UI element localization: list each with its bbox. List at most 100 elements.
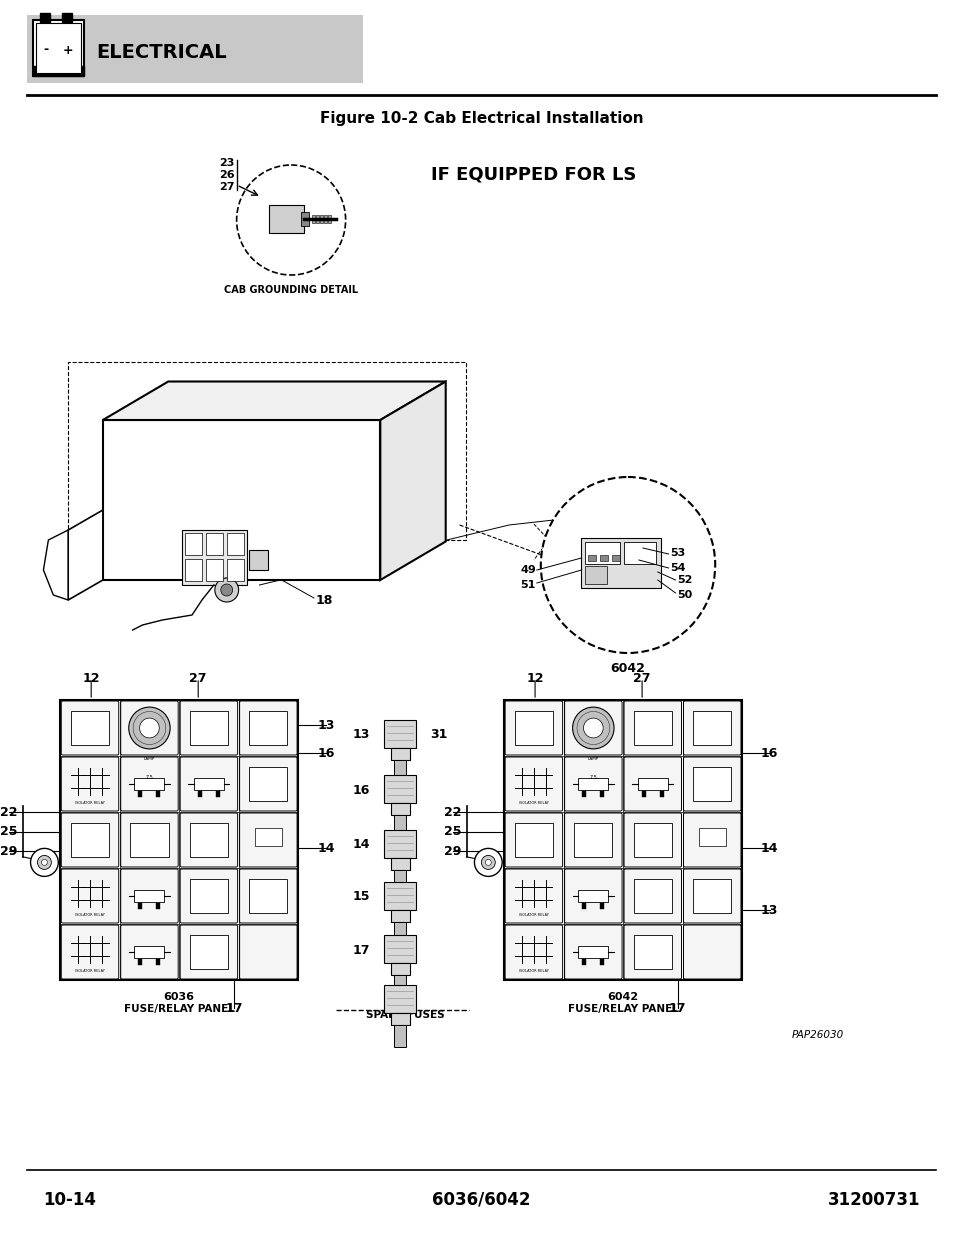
Bar [190,823,228,857]
Bar [633,935,671,969]
FancyBboxPatch shape [564,925,621,979]
FancyBboxPatch shape [239,869,296,923]
Text: 25: 25 [0,825,17,839]
Bar [574,823,612,857]
Text: ISOLATOR RELAY: ISOLATOR RELAY [75,969,105,973]
Circle shape [485,860,491,866]
FancyBboxPatch shape [239,925,296,979]
Circle shape [129,708,170,748]
Text: 16: 16 [760,747,778,760]
Bar [394,815,406,837]
FancyBboxPatch shape [505,701,562,755]
Bar [249,550,268,571]
FancyBboxPatch shape [61,925,118,979]
Text: 14: 14 [353,839,370,851]
FancyBboxPatch shape [121,869,178,923]
Text: 51: 51 [520,580,536,590]
Bar [315,215,318,224]
Text: ISOLATOR RELAY: ISOLATOR RELAY [518,802,548,805]
Bar [323,215,327,224]
FancyBboxPatch shape [180,925,237,979]
Bar [156,790,160,797]
Text: LAMP: LAMP [144,757,155,761]
Bar [254,829,282,846]
Text: 6036: 6036 [164,992,194,1002]
FancyBboxPatch shape [239,701,296,755]
Bar [138,903,142,909]
Bar [131,823,169,857]
Bar [71,711,109,745]
Bar [190,879,228,913]
Text: CAB GROUNDING DETAIL: CAB GROUNDING DETAIL [224,285,357,295]
Bar [641,790,645,797]
Bar [384,830,416,858]
Bar [581,790,586,797]
Bar [515,711,553,745]
Text: FUSE/RELAY PANEL: FUSE/RELAY PANEL [567,1004,678,1014]
Bar [633,823,671,857]
Bar [599,903,603,909]
FancyBboxPatch shape [623,869,680,923]
FancyBboxPatch shape [121,925,178,979]
Bar [394,760,406,782]
Bar [693,711,731,745]
Text: 14: 14 [316,842,335,855]
FancyBboxPatch shape [239,813,296,867]
Circle shape [572,708,614,748]
FancyBboxPatch shape [682,813,740,867]
Bar [156,958,160,965]
Text: LAMP: LAMP [587,757,598,761]
Bar [390,858,409,869]
Bar [612,555,619,561]
Bar [134,778,164,789]
Bar [62,14,72,22]
Text: 6042: 6042 [607,992,638,1002]
Bar [503,700,741,981]
Bar [215,790,219,797]
FancyBboxPatch shape [623,925,680,979]
Text: 27: 27 [633,672,650,684]
Circle shape [583,718,602,737]
Bar [32,20,84,77]
Text: 27: 27 [190,672,207,684]
FancyBboxPatch shape [564,869,621,923]
FancyBboxPatch shape [505,813,562,867]
Circle shape [139,718,159,737]
Text: 47: 47 [558,511,576,525]
Text: Figure 10-2 Cab Electrical Installation: Figure 10-2 Cab Electrical Installation [319,110,642,126]
Bar [206,559,223,580]
Text: 17: 17 [225,1002,242,1014]
Text: 16: 16 [353,783,370,797]
Text: ISOLATOR RELAY: ISOLATOR RELAY [518,969,548,973]
Text: 27: 27 [219,182,234,191]
Bar [693,879,731,913]
FancyBboxPatch shape [682,757,740,811]
Text: -: - [44,43,49,57]
FancyBboxPatch shape [121,813,178,867]
Text: 7.5: 7.5 [589,776,597,781]
Text: 13: 13 [316,719,335,731]
Bar [515,823,553,857]
FancyBboxPatch shape [180,813,237,867]
Circle shape [41,860,48,866]
Text: 13: 13 [760,904,778,916]
Text: ISOLATOR RELAY: ISOLATOR RELAY [75,802,105,805]
FancyBboxPatch shape [505,869,562,923]
Text: 12: 12 [526,672,543,684]
Circle shape [37,856,51,869]
Circle shape [30,848,58,877]
Text: 22: 22 [0,805,17,819]
FancyBboxPatch shape [564,813,621,867]
FancyBboxPatch shape [682,701,740,755]
FancyBboxPatch shape [623,701,680,755]
FancyBboxPatch shape [61,701,118,755]
Bar [394,1025,406,1047]
Bar [193,778,224,789]
Bar [638,778,667,789]
FancyBboxPatch shape [505,925,562,979]
FancyBboxPatch shape [121,701,178,755]
Bar [390,748,409,760]
Bar [578,890,608,902]
Text: +: + [63,43,73,57]
Polygon shape [380,382,445,580]
